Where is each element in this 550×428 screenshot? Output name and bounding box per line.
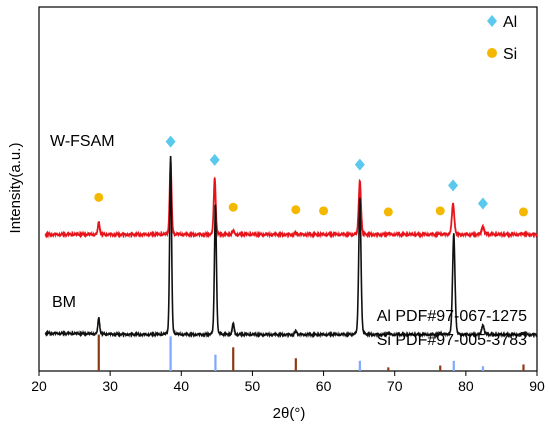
legend-label-al: Al (503, 14, 517, 31)
al-peak-marker-44.7 (209, 153, 220, 166)
ref-label-si: Si PDF#97-005-3783 (377, 332, 527, 349)
series-label-bm: BM (52, 294, 76, 311)
si-peak-marker-47.3 (228, 202, 238, 212)
x-tick-label-80: 80 (458, 378, 474, 394)
plot-frame (38, 6, 538, 372)
x-axis: 20 30 40 50 60 70 80 90 (31, 371, 545, 394)
al-peak-marker-82.4 (477, 197, 488, 210)
si-peak-marker-69.1 (383, 207, 393, 217)
y-axis-label: Intensity(a.u.) (7, 143, 24, 234)
x-axis-label: 2θ(°) (273, 405, 306, 422)
series-line-w-fsam (44, 161, 538, 239)
si-peak-marker-56.1 (291, 205, 301, 215)
legend: Al Si (487, 14, 517, 63)
legend-si-circle-icon (487, 48, 497, 58)
si-peak-marker-28.4 (94, 192, 104, 202)
x-tick-label-70: 70 (387, 378, 403, 394)
x-tick-label-30: 30 (102, 378, 118, 394)
series-line-bm (44, 155, 538, 339)
legend-al-diamond-icon (487, 15, 497, 27)
phase-markers (94, 135, 528, 217)
al-peak-marker-65.1 (354, 158, 365, 171)
x-tick-label-60: 60 (316, 378, 332, 394)
x-tick-label-50: 50 (245, 378, 261, 394)
series-lines (44, 155, 538, 339)
reference-lines (97, 334, 525, 371)
legend-label-si: Si (503, 46, 517, 63)
si-peak-marker-76.4 (435, 206, 445, 216)
x-tick-label-40: 40 (173, 378, 189, 394)
si-peak-marker-60 (319, 206, 329, 216)
ref-label-al: Al PDF#97-067-1275 (377, 308, 527, 325)
x-tick-label-20: 20 (31, 378, 47, 394)
al-peak-marker-38.5 (165, 135, 176, 148)
al-peak-marker-78.2 (448, 179, 459, 192)
si-peak-marker-88.1 (518, 207, 528, 217)
series-label-w-fsam: W-FSAM (50, 133, 115, 150)
x-tick-label-90: 90 (529, 378, 545, 394)
